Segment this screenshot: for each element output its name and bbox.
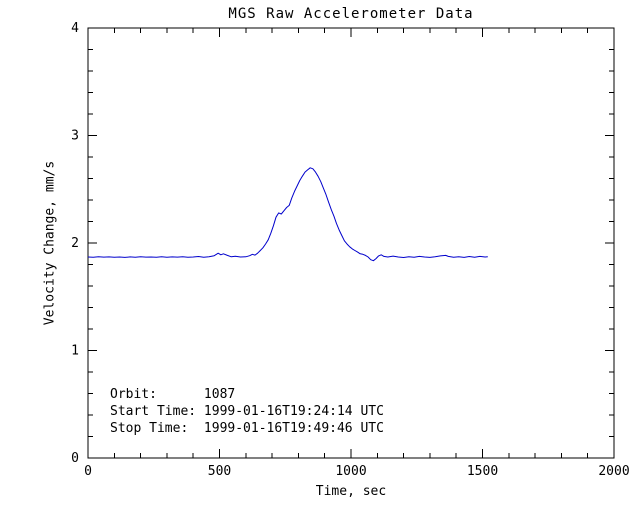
data-line bbox=[87, 167, 488, 262]
annotation-stop-time: Stop Time: 1999-01-16T19:49:46 UTC bbox=[110, 421, 384, 436]
y-tick-label: 4 bbox=[71, 21, 79, 36]
x-tick-label: 0 bbox=[84, 464, 92, 479]
annotation-start-time: Start Time: 1999-01-16T19:24:14 UTC bbox=[110, 404, 384, 419]
y-tick-label: 3 bbox=[71, 129, 79, 144]
y-tick-label: 2 bbox=[71, 236, 79, 251]
x-tick-label: 500 bbox=[208, 464, 231, 479]
x-tick-label: 1000 bbox=[335, 464, 366, 479]
y-tick-label: 0 bbox=[71, 451, 79, 466]
x-tick-label: 1500 bbox=[467, 464, 498, 479]
y-tick-label: 1 bbox=[71, 344, 79, 359]
x-axis-label: Time, sec bbox=[315, 484, 387, 499]
x-tick-label: 2000 bbox=[598, 464, 629, 479]
y-axis-label: Velocity Change, mm/s bbox=[42, 160, 58, 326]
annotation-orbit: Orbit: 1087 bbox=[110, 387, 236, 402]
chart-title: MGS Raw Accelerometer Data bbox=[228, 6, 474, 22]
